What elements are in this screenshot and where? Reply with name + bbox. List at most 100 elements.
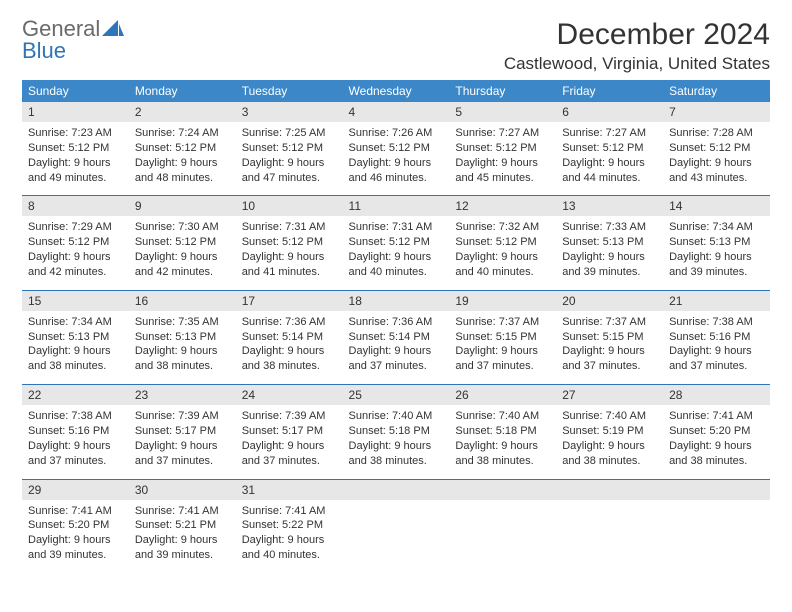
day-number: . <box>663 479 770 500</box>
sunset-text: Sunset: 5:20 PM <box>28 518 123 533</box>
day-body: Sunrise: 7:31 AMSunset: 5:12 PMDaylight:… <box>343 216 450 289</box>
daylight-text: Daylight: 9 hours and 37 minutes. <box>349 344 444 374</box>
daylight-text: Daylight: 9 hours and 37 minutes. <box>562 344 657 374</box>
calendar-week-row: 22Sunrise: 7:38 AMSunset: 5:16 PMDayligh… <box>22 384 770 478</box>
day-body <box>663 500 770 570</box>
day-number: 28 <box>663 384 770 405</box>
day-body: Sunrise: 7:37 AMSunset: 5:15 PMDaylight:… <box>556 311 663 384</box>
daylight-text: Daylight: 9 hours and 40 minutes. <box>455 250 550 280</box>
sunrise-text: Sunrise: 7:38 AM <box>669 315 764 330</box>
calendar-day-cell: 19Sunrise: 7:37 AMSunset: 5:15 PMDayligh… <box>449 290 556 384</box>
sunset-text: Sunset: 5:18 PM <box>349 424 444 439</box>
sunset-text: Sunset: 5:15 PM <box>455 330 550 345</box>
daylight-text: Daylight: 9 hours and 37 minutes. <box>669 344 764 374</box>
calendar-day-cell: 21Sunrise: 7:38 AMSunset: 5:16 PMDayligh… <box>663 290 770 384</box>
day-body: Sunrise: 7:41 AMSunset: 5:20 PMDaylight:… <box>663 405 770 478</box>
calendar-day-cell: 23Sunrise: 7:39 AMSunset: 5:17 PMDayligh… <box>129 384 236 478</box>
sunrise-text: Sunrise: 7:40 AM <box>455 409 550 424</box>
daylight-text: Daylight: 9 hours and 40 minutes. <box>242 533 337 563</box>
day-body: Sunrise: 7:41 AMSunset: 5:20 PMDaylight:… <box>22 500 129 573</box>
daylight-text: Daylight: 9 hours and 38 minutes. <box>669 439 764 469</box>
daylight-text: Daylight: 9 hours and 44 minutes. <box>562 156 657 186</box>
sunrise-text: Sunrise: 7:36 AM <box>349 315 444 330</box>
day-body: Sunrise: 7:25 AMSunset: 5:12 PMDaylight:… <box>236 122 343 195</box>
daylight-text: Daylight: 9 hours and 38 minutes. <box>455 439 550 469</box>
calendar-day-cell: 16Sunrise: 7:35 AMSunset: 5:13 PMDayligh… <box>129 290 236 384</box>
calendar-day-cell: 4Sunrise: 7:26 AMSunset: 5:12 PMDaylight… <box>343 102 450 195</box>
sunrise-text: Sunrise: 7:32 AM <box>455 220 550 235</box>
sunrise-text: Sunrise: 7:41 AM <box>669 409 764 424</box>
sunrise-text: Sunrise: 7:33 AM <box>562 220 657 235</box>
day-body: Sunrise: 7:35 AMSunset: 5:13 PMDaylight:… <box>129 311 236 384</box>
day-number: 30 <box>129 479 236 500</box>
sunrise-text: Sunrise: 7:29 AM <box>28 220 123 235</box>
calendar-day-cell: 20Sunrise: 7:37 AMSunset: 5:15 PMDayligh… <box>556 290 663 384</box>
calendar-day-cell: 9Sunrise: 7:30 AMSunset: 5:12 PMDaylight… <box>129 195 236 289</box>
weekday-header: Tuesday <box>236 80 343 102</box>
sunrise-text: Sunrise: 7:38 AM <box>28 409 123 424</box>
calendar-day-cell: 11Sunrise: 7:31 AMSunset: 5:12 PMDayligh… <box>343 195 450 289</box>
day-body: Sunrise: 7:31 AMSunset: 5:12 PMDaylight:… <box>236 216 343 289</box>
sunset-text: Sunset: 5:12 PM <box>135 141 230 156</box>
calendar-day-cell: . <box>449 479 556 573</box>
daylight-text: Daylight: 9 hours and 37 minutes. <box>135 439 230 469</box>
daylight-text: Daylight: 9 hours and 40 minutes. <box>349 250 444 280</box>
calendar-day-cell: . <box>663 479 770 573</box>
calendar-day-cell: 27Sunrise: 7:40 AMSunset: 5:19 PMDayligh… <box>556 384 663 478</box>
day-body: Sunrise: 7:23 AMSunset: 5:12 PMDaylight:… <box>22 122 129 195</box>
sunset-text: Sunset: 5:12 PM <box>28 141 123 156</box>
sunset-text: Sunset: 5:12 PM <box>242 235 337 250</box>
calendar-day-cell: 24Sunrise: 7:39 AMSunset: 5:17 PMDayligh… <box>236 384 343 478</box>
sunset-text: Sunset: 5:12 PM <box>455 235 550 250</box>
calendar-day-cell: 25Sunrise: 7:40 AMSunset: 5:18 PMDayligh… <box>343 384 450 478</box>
day-body: Sunrise: 7:27 AMSunset: 5:12 PMDaylight:… <box>449 122 556 195</box>
weekday-header: Friday <box>556 80 663 102</box>
daylight-text: Daylight: 9 hours and 43 minutes. <box>669 156 764 186</box>
day-body: Sunrise: 7:27 AMSunset: 5:12 PMDaylight:… <box>556 122 663 195</box>
daylight-text: Daylight: 9 hours and 39 minutes. <box>562 250 657 280</box>
brand-logo: General Blue <box>22 18 124 62</box>
day-body: Sunrise: 7:36 AMSunset: 5:14 PMDaylight:… <box>343 311 450 384</box>
sunrise-text: Sunrise: 7:30 AM <box>135 220 230 235</box>
day-body: Sunrise: 7:24 AMSunset: 5:12 PMDaylight:… <box>129 122 236 195</box>
calendar-week-row: 29Sunrise: 7:41 AMSunset: 5:20 PMDayligh… <box>22 479 770 573</box>
calendar-week-row: 15Sunrise: 7:34 AMSunset: 5:13 PMDayligh… <box>22 290 770 384</box>
calendar-day-cell: 3Sunrise: 7:25 AMSunset: 5:12 PMDaylight… <box>236 102 343 195</box>
header: General Blue December 2024 Castlewood, V… <box>22 18 770 74</box>
calendar-day-cell: 30Sunrise: 7:41 AMSunset: 5:21 PMDayligh… <box>129 479 236 573</box>
sunset-text: Sunset: 5:14 PM <box>242 330 337 345</box>
day-number: 12 <box>449 195 556 216</box>
sunrise-text: Sunrise: 7:23 AM <box>28 126 123 141</box>
sunset-text: Sunset: 5:12 PM <box>242 141 337 156</box>
daylight-text: Daylight: 9 hours and 38 minutes. <box>562 439 657 469</box>
sail-icon <box>102 20 124 38</box>
sunrise-text: Sunrise: 7:40 AM <box>349 409 444 424</box>
sunset-text: Sunset: 5:12 PM <box>562 141 657 156</box>
sunset-text: Sunset: 5:22 PM <box>242 518 337 533</box>
sunset-text: Sunset: 5:13 PM <box>562 235 657 250</box>
daylight-text: Daylight: 9 hours and 38 minutes. <box>28 344 123 374</box>
sunrise-text: Sunrise: 7:26 AM <box>349 126 444 141</box>
calendar-day-cell: 31Sunrise: 7:41 AMSunset: 5:22 PMDayligh… <box>236 479 343 573</box>
calendar-day-cell: 5Sunrise: 7:27 AMSunset: 5:12 PMDaylight… <box>449 102 556 195</box>
sunrise-text: Sunrise: 7:27 AM <box>562 126 657 141</box>
day-number: 10 <box>236 195 343 216</box>
sunset-text: Sunset: 5:18 PM <box>455 424 550 439</box>
sunset-text: Sunset: 5:16 PM <box>28 424 123 439</box>
sunset-text: Sunset: 5:12 PM <box>349 141 444 156</box>
calendar-day-cell: 18Sunrise: 7:36 AMSunset: 5:14 PMDayligh… <box>343 290 450 384</box>
sunset-text: Sunset: 5:13 PM <box>669 235 764 250</box>
day-body <box>343 500 450 570</box>
calendar-week-row: 1Sunrise: 7:23 AMSunset: 5:12 PMDaylight… <box>22 102 770 195</box>
day-body: Sunrise: 7:34 AMSunset: 5:13 PMDaylight:… <box>22 311 129 384</box>
sunset-text: Sunset: 5:12 PM <box>349 235 444 250</box>
day-body: Sunrise: 7:41 AMSunset: 5:21 PMDaylight:… <box>129 500 236 573</box>
calendar-day-cell: . <box>343 479 450 573</box>
daylight-text: Daylight: 9 hours and 46 minutes. <box>349 156 444 186</box>
day-number: 13 <box>556 195 663 216</box>
day-body: Sunrise: 7:38 AMSunset: 5:16 PMDaylight:… <box>22 405 129 478</box>
day-number: . <box>556 479 663 500</box>
sunset-text: Sunset: 5:14 PM <box>349 330 444 345</box>
sunrise-text: Sunrise: 7:37 AM <box>562 315 657 330</box>
sunset-text: Sunset: 5:19 PM <box>562 424 657 439</box>
